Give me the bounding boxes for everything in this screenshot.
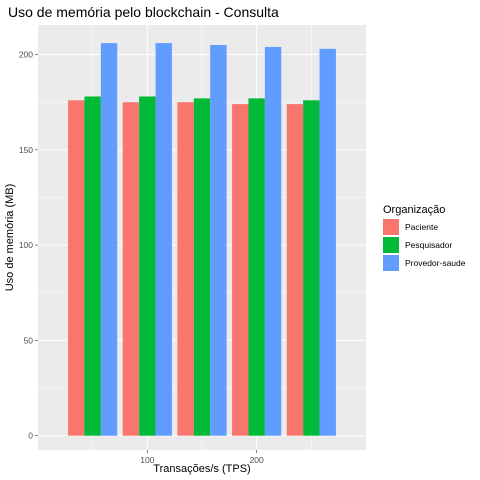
legend: Organização Paciente Pesquisador Provedor-… [383, 204, 466, 271]
x-axis: 100 200 [140, 450, 264, 465]
legend-label-pesquisador: Pesquisador [405, 240, 452, 250]
legend-items: Paciente Pesquisador Provedor-saude [383, 219, 466, 271]
bar-paciente [68, 100, 85, 436]
bar-paciente [232, 104, 249, 436]
legend-key-paciente [383, 219, 399, 235]
y-tick-label: 200 [19, 50, 33, 60]
bar-paciente [122, 102, 140, 436]
bar-provedor-saude [319, 48, 336, 436]
y-tick-label: 100 [19, 240, 33, 250]
bar-pesquisador [193, 98, 211, 436]
bar-paciente [286, 104, 304, 436]
bar-provedor-saude [210, 45, 227, 436]
bar-pesquisador [303, 100, 320, 436]
bar-pesquisador [248, 98, 265, 436]
bar-pesquisador [139, 96, 156, 436]
bar-provedor-saude [155, 43, 172, 436]
chart-title: Uso de memória pelo blockchain - Consult… [8, 4, 279, 20]
y-tick-label: 50 [24, 335, 34, 345]
bar-pesquisador [84, 96, 101, 436]
bar-paciente [177, 102, 194, 436]
x-tick-label: 100 [140, 455, 154, 465]
legend-title: Organização [383, 204, 445, 216]
bar-provedor-saude [264, 46, 282, 436]
legend-label-provedor-saude: Provedor-saude [405, 258, 466, 268]
bar-provedor-saude [100, 43, 118, 436]
bars-group [68, 43, 336, 436]
y-axis-title: Uso de memória (MB) [4, 184, 16, 292]
legend-label-paciente: Paciente [405, 222, 438, 232]
y-tick-label: 150 [19, 145, 33, 155]
y-tick-label: 0 [28, 431, 33, 441]
x-axis-title: Transações/s (TPS) [153, 463, 250, 475]
legend-key-provedor-saude [383, 255, 399, 271]
legend-key-pesquisador [383, 237, 399, 253]
x-tick-label: 200 [250, 455, 264, 465]
y-axis: 0 50 100 150 200 [19, 50, 38, 441]
